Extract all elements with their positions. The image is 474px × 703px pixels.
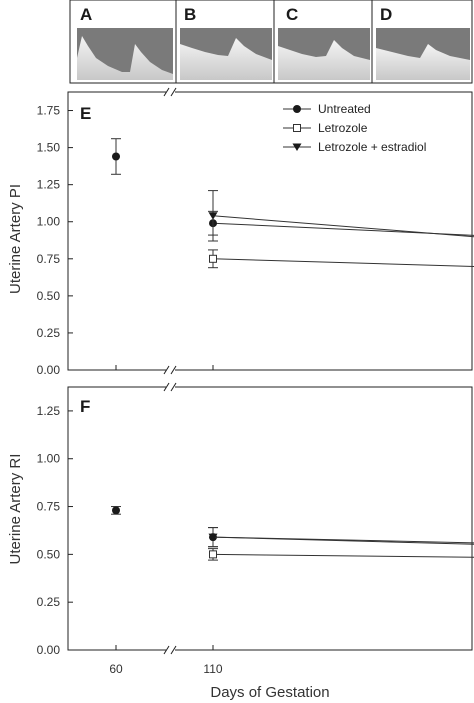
- legend-item-letrozole: Letrozole: [283, 121, 368, 135]
- x-axis: Days of Gestation 6011012013014015016017…: [109, 662, 329, 701]
- x-tick-label: 60: [109, 662, 123, 676]
- plot-frame-e: [67, 91, 473, 371]
- series-line-untreated: [212, 222, 474, 236]
- doppler-label-a: A: [80, 5, 92, 24]
- legend: Untreated Letrozole Letrozole + estradio…: [283, 102, 426, 154]
- y-tick-label-e: 1.75: [37, 104, 61, 118]
- chart-panel-f: F Uterine Artery RI 0.00 0.25 0.50 0.75 1.00…: [7, 382, 474, 657]
- doppler-label-b: B: [184, 5, 196, 24]
- legend-label-letrozole-estradiol: Letrozole + estradiol: [318, 140, 426, 154]
- legend-label-untreated: Untreated: [318, 102, 371, 116]
- y-tick-label-f: 0.25: [37, 595, 61, 609]
- x-axis-title: Days of Gestation: [210, 684, 329, 701]
- y-tick-label-f: 1.00: [37, 452, 61, 466]
- y-tick-label-e: 0.50: [37, 289, 61, 303]
- data-point: [112, 506, 120, 515]
- legend-label-letrozole: Letrozole: [318, 121, 368, 135]
- doppler-panel-c: C: [273, 0, 373, 84]
- series-line-letrozole: [212, 258, 474, 268]
- y-tick-label-e: 0.25: [37, 326, 61, 340]
- series-letrozole-e: [208, 249, 474, 269]
- y-tick-label-e: 1.00: [37, 215, 61, 229]
- data-point: [209, 254, 217, 263]
- series-letrozole-estradiol-f: [208, 527, 474, 548]
- doppler-panel-b: B: [175, 0, 275, 84]
- doppler-panel-a: A: [69, 0, 177, 84]
- axis-break-bottom-e: [163, 365, 177, 375]
- doppler-label-d: D: [380, 5, 392, 24]
- doppler-panel-d: D: [371, 0, 473, 84]
- data-point: [209, 550, 217, 559]
- axis-break-top-f: [163, 382, 177, 392]
- y-tick-label-e: 0.00: [37, 363, 61, 377]
- chart-panel-e: E Uterine Artery PI Untreated Letrozole …: [7, 87, 474, 377]
- y-axis-title-f: Uterine Artery RI: [7, 454, 24, 565]
- doppler-label-c: C: [286, 5, 298, 24]
- legend-item-untreated: Untreated: [283, 102, 371, 116]
- series-letrozole-estradiol-e: [208, 190, 474, 242]
- series-line-letrozole-estradiol: [212, 536, 474, 545]
- data-point: [208, 212, 218, 220]
- y-tick-label-e: 1.50: [37, 141, 61, 155]
- y-tick-label-f: 0.00: [37, 643, 61, 657]
- series-letrozole-f: [208, 548, 474, 561]
- svg-text:E: E: [80, 104, 91, 123]
- axis-break-bottom-f: [163, 645, 177, 655]
- plot-frame-f: [67, 386, 473, 651]
- axis-break-top-e: [163, 87, 177, 97]
- x-tick-label: 110: [203, 662, 222, 676]
- data-point: [208, 533, 218, 542]
- series-line-untreated: [212, 536, 474, 544]
- y-tick-label-f: 1.25: [37, 404, 61, 418]
- svg-text:F: F: [80, 397, 90, 416]
- y-tick-label-f: 0.50: [37, 547, 61, 561]
- y-tick-label-f: 0.75: [37, 500, 61, 514]
- y-axis-title-e: Uterine Artery PI: [7, 184, 24, 294]
- doppler-strip: A B C D: [69, 0, 473, 84]
- y-tick-label-e: 0.75: [37, 252, 61, 266]
- series-line-letrozole: [212, 553, 474, 558]
- legend-item-letrozole-estradiol: Letrozole + estradiol: [283, 140, 426, 154]
- series-untreated-f: [111, 506, 474, 548]
- series-untreated-e: [111, 138, 474, 236]
- y-tick-label-e: 1.25: [37, 178, 61, 192]
- data-point: [112, 152, 120, 161]
